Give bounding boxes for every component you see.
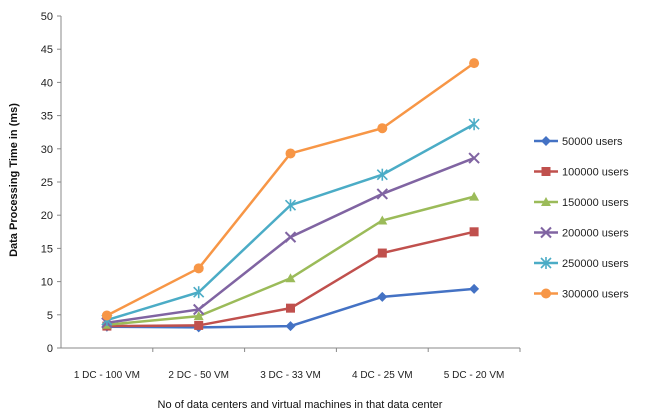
legend-label: 50000 users xyxy=(562,136,623,148)
legend-marker xyxy=(540,226,552,239)
y-tick-label: 50 xyxy=(41,11,53,23)
legend-marker xyxy=(541,136,551,146)
y-tick-labels: 0 5 10 15 20 25 30 35 40 45 50 xyxy=(41,11,53,355)
data-point xyxy=(377,248,387,258)
x-tick-label: 2 DC - 50 VM xyxy=(168,370,229,381)
x-tick-label: 1 DC - 100 VM xyxy=(74,370,140,381)
series-6 xyxy=(101,58,480,321)
data-point xyxy=(192,303,205,316)
x-axis-label: No of data centers and virtual machines … xyxy=(158,399,443,411)
y-tick-label: 15 xyxy=(41,243,53,255)
data-point xyxy=(101,310,112,321)
y-tick-label: 5 xyxy=(47,310,53,322)
legend: 50000 users 100000 users 150000 users 20000… xyxy=(534,136,629,301)
y-tick-label: 25 xyxy=(41,177,53,189)
data-point xyxy=(193,286,205,299)
y-tick-label: 10 xyxy=(41,277,53,289)
y-tick-label: 45 xyxy=(41,44,53,56)
data-point xyxy=(286,303,295,313)
legend-item: 100000 users xyxy=(534,167,629,179)
series-3 xyxy=(101,191,480,329)
data-point xyxy=(194,320,204,330)
data-point xyxy=(468,152,480,164)
legend-item: 250000 users xyxy=(534,257,629,270)
data-point xyxy=(376,168,388,181)
data-point xyxy=(469,283,480,294)
series-lines xyxy=(101,58,480,333)
x-tick-label: 5 DC - 20 VM xyxy=(444,370,505,381)
legend-marker xyxy=(540,257,552,269)
data-point xyxy=(285,273,296,283)
legend-label: 250000 users xyxy=(562,258,629,270)
legend-item: 200000 users xyxy=(534,226,629,240)
x-tick-label: 4 DC - 25 VM xyxy=(352,370,413,381)
legend-item: 300000 users xyxy=(534,288,629,301)
data-point xyxy=(284,199,297,212)
data-point xyxy=(193,263,204,274)
y-axis-label: Data Processing Time in (ms) xyxy=(8,103,20,257)
legend-item: 50000 users xyxy=(534,136,623,148)
data-point xyxy=(284,231,297,243)
data-point xyxy=(285,321,296,332)
data-point xyxy=(468,118,480,131)
data-point xyxy=(469,227,479,237)
legend-marker xyxy=(541,288,551,299)
y-tick-label: 20 xyxy=(41,210,53,222)
chart-axes xyxy=(57,15,521,352)
y-tick-label: 0 xyxy=(47,343,53,355)
legend-label: 150000 users xyxy=(562,197,629,209)
data-point xyxy=(469,191,480,201)
legend-label: 100000 users xyxy=(562,167,629,179)
series-line xyxy=(106,156,475,325)
data-point xyxy=(193,311,204,321)
legend-label: 200000 users xyxy=(562,228,629,240)
legend-item: 150000 users xyxy=(534,197,629,209)
data-point xyxy=(376,188,389,200)
data-point xyxy=(285,148,296,159)
data-point xyxy=(469,58,480,69)
legend-marker xyxy=(541,167,551,176)
y-tick-label: 35 xyxy=(41,111,53,123)
x-tick-label: 3 DC - 33 VM xyxy=(260,370,321,381)
y-tick-label: 30 xyxy=(41,144,53,156)
data-point xyxy=(377,215,388,225)
series-4 xyxy=(101,152,480,329)
x-tick-labels: 1 DC - 100 VM 2 DC - 50 VM 3 DC - 33 VM 4 D… xyxy=(74,370,505,381)
legend-marker xyxy=(541,197,551,206)
legend-label: 300000 users xyxy=(562,289,629,301)
data-point xyxy=(377,291,388,302)
y-tick-label: 40 xyxy=(41,77,53,89)
data-point xyxy=(377,123,388,134)
